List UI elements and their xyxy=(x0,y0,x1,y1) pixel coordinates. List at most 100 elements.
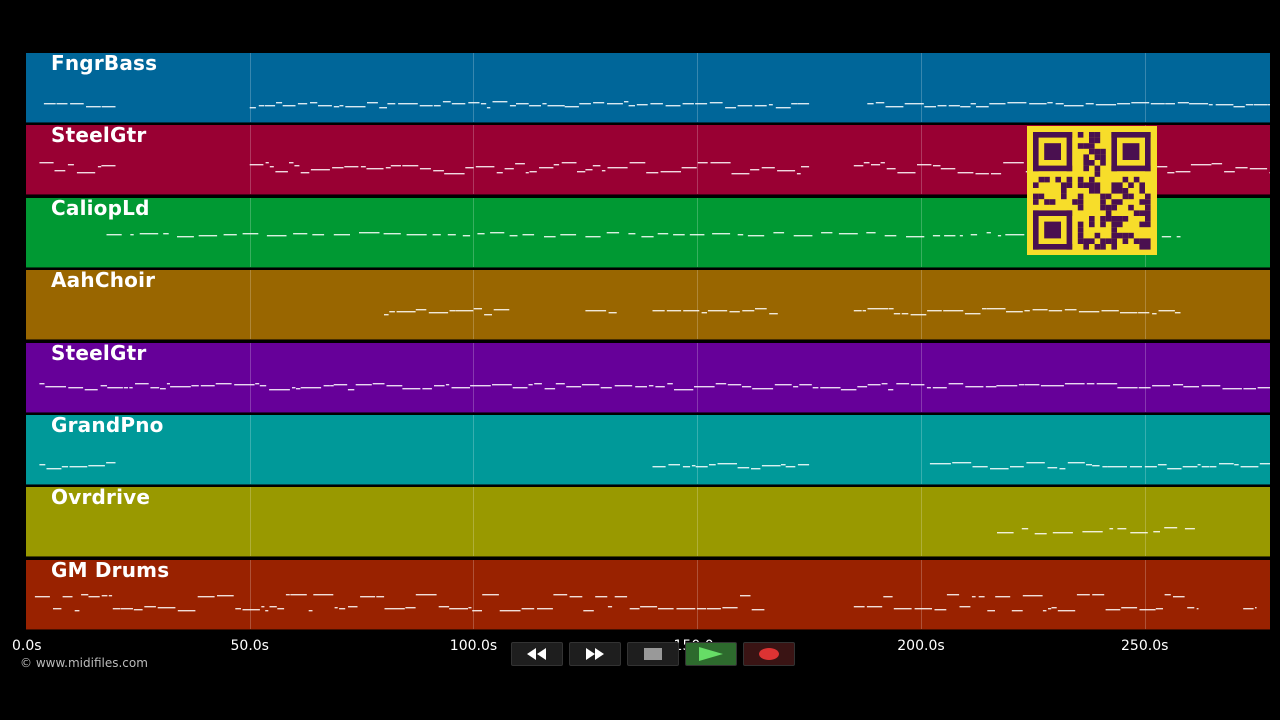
rewind-button[interactable] xyxy=(511,642,563,666)
note xyxy=(1006,311,1023,313)
note xyxy=(793,234,813,237)
note xyxy=(525,172,529,174)
note xyxy=(658,607,674,610)
note xyxy=(1269,172,1270,174)
note xyxy=(751,468,761,470)
note xyxy=(812,386,819,388)
track-lane[interactable]: Ovrdrive xyxy=(26,487,1270,558)
note xyxy=(101,594,108,597)
note xyxy=(996,384,1018,386)
note xyxy=(606,231,620,234)
note xyxy=(386,384,403,386)
note xyxy=(715,382,727,384)
note xyxy=(200,384,215,386)
note xyxy=(971,595,976,598)
fast-forward-button[interactable] xyxy=(569,642,621,666)
grid-line xyxy=(249,342,251,412)
note xyxy=(867,308,888,310)
note xyxy=(1032,309,1048,311)
note xyxy=(709,464,716,466)
note xyxy=(359,231,380,234)
note xyxy=(1150,103,1165,105)
grid-line xyxy=(249,53,251,122)
note xyxy=(755,308,767,310)
note xyxy=(709,102,723,104)
note xyxy=(62,595,73,598)
note xyxy=(666,310,682,312)
note xyxy=(198,234,218,237)
record-button[interactable] xyxy=(743,642,795,666)
note xyxy=(1243,607,1254,610)
note xyxy=(1257,386,1270,388)
note xyxy=(310,102,318,104)
note xyxy=(223,233,237,236)
note xyxy=(344,166,359,168)
note xyxy=(1067,462,1085,464)
note xyxy=(107,386,123,388)
note xyxy=(896,382,910,384)
note xyxy=(1101,310,1119,312)
note xyxy=(867,383,881,385)
note xyxy=(1052,532,1073,534)
note xyxy=(347,388,355,390)
note xyxy=(1085,103,1094,105)
note xyxy=(86,106,101,108)
note xyxy=(415,593,437,596)
note xyxy=(433,105,441,107)
note xyxy=(1117,528,1127,530)
note xyxy=(1129,466,1142,468)
note xyxy=(1034,533,1047,535)
play-button[interactable] xyxy=(685,642,737,666)
note xyxy=(68,386,84,388)
note xyxy=(493,309,510,311)
stop-button[interactable] xyxy=(627,642,679,666)
note xyxy=(1076,593,1090,596)
note xyxy=(641,235,654,238)
track-lane[interactable]: GM Drums xyxy=(26,559,1270,630)
note xyxy=(682,466,691,468)
note xyxy=(310,169,330,171)
note xyxy=(451,103,466,105)
note xyxy=(932,386,947,388)
note xyxy=(376,595,385,598)
note xyxy=(537,607,553,610)
note xyxy=(943,310,964,312)
track-lane[interactable]: FngrBass xyxy=(26,53,1270,123)
note xyxy=(217,594,234,597)
track-lane[interactable]: AahChoir xyxy=(26,270,1270,341)
note xyxy=(1139,608,1156,611)
note xyxy=(1007,102,1027,104)
note xyxy=(521,607,535,610)
note xyxy=(885,106,904,108)
note xyxy=(737,105,753,107)
grid-line xyxy=(473,487,475,557)
note xyxy=(579,103,591,105)
note xyxy=(592,165,601,167)
track-name-label: SteelGtr xyxy=(51,342,147,365)
note xyxy=(163,232,169,235)
note xyxy=(255,382,260,384)
note xyxy=(883,595,893,598)
note xyxy=(432,233,441,236)
note xyxy=(76,172,96,174)
note xyxy=(742,385,752,387)
note xyxy=(667,382,673,384)
note xyxy=(1144,466,1157,468)
note xyxy=(636,104,648,106)
note xyxy=(747,234,765,237)
note xyxy=(264,105,276,107)
track-lane[interactable]: SteelGtr xyxy=(26,342,1270,413)
note xyxy=(976,106,989,108)
note xyxy=(1029,103,1047,105)
track-lane[interactable]: GrandPno xyxy=(26,415,1270,485)
note xyxy=(821,231,833,234)
note xyxy=(914,607,932,610)
note xyxy=(676,607,696,610)
note xyxy=(880,162,885,164)
note xyxy=(1201,384,1221,386)
note xyxy=(751,608,765,611)
note xyxy=(799,383,812,385)
note xyxy=(398,103,418,105)
note xyxy=(853,165,864,167)
note xyxy=(1105,608,1121,611)
